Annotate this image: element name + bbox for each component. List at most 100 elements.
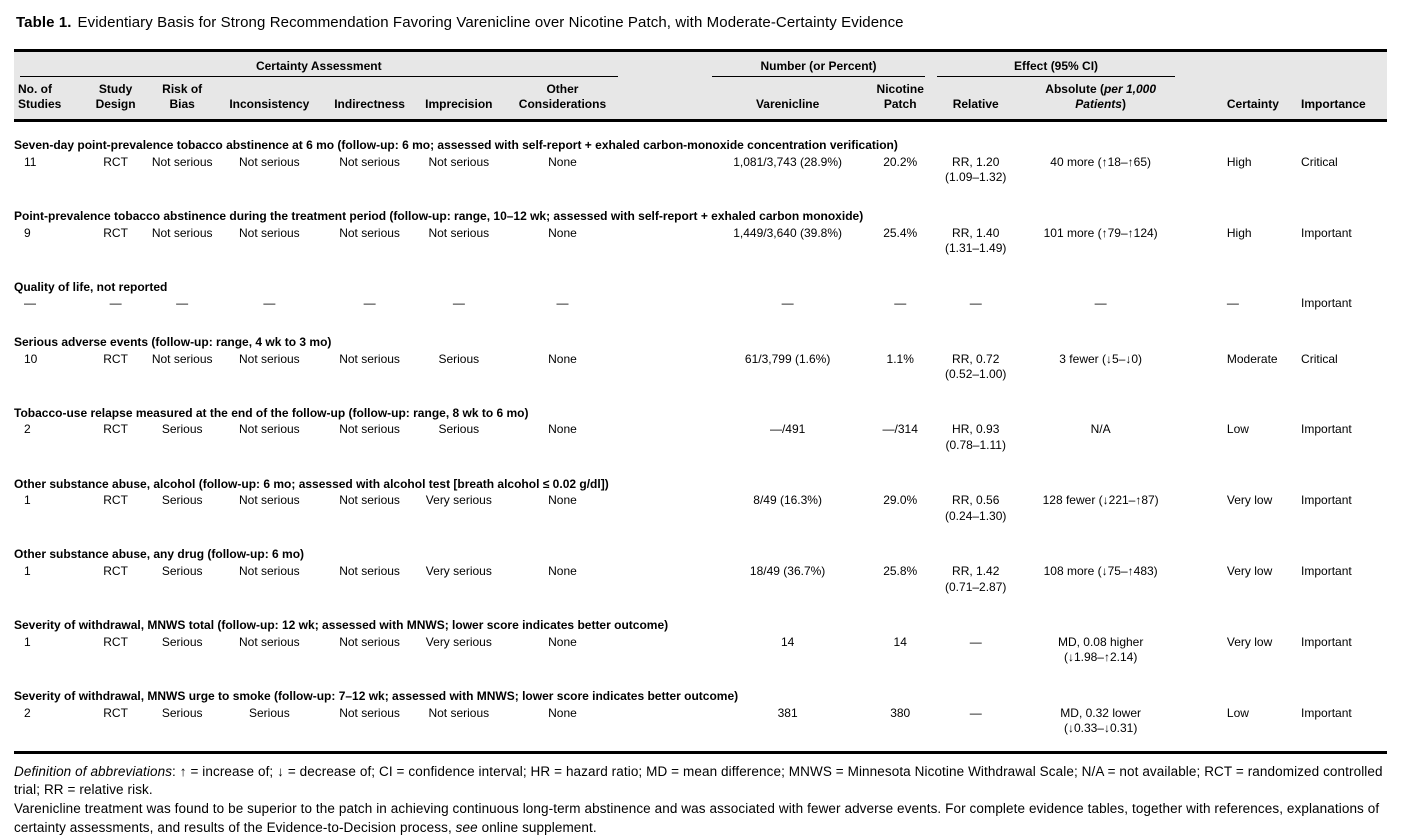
cell: 1 [24,563,31,578]
header-label-row: No. of Studies Study Design Risk of Bias… [14,77,1387,123]
cell: Very low [1226,493,1273,508]
cell: Not serious [339,225,400,240]
table-title-text: Evidentiary Basis for Strong Recommendat… [77,14,904,31]
cell: 1 [24,634,31,649]
column-header-absolute: Absolute (per 1,000 Patients) [1020,77,1181,123]
cell: Important [1301,493,1352,508]
cell: RCT [103,351,128,366]
cell: Not serious [238,563,300,578]
column-header-other-considerations: Other Considerations [501,77,624,123]
spacer-cell [1181,226,1225,271]
spacer-cell [624,296,706,326]
cell: —/491 [769,422,806,437]
cell: Not serious [151,225,213,240]
section-row: Quality of life, not reported [14,271,1387,297]
section-heading: Severity of withdrawal, MNWS total (foll… [14,618,669,633]
cell: Serious [161,493,203,508]
cell: Critical [1301,154,1338,169]
cell: 61/3,799 (1.6%) [744,351,831,366]
cell: — [176,296,189,311]
spacer-cell [1181,493,1225,538]
cell: Not serious [151,154,213,169]
spacer-cell [1181,155,1225,200]
cell: — [263,296,276,311]
cell: Very low [1226,563,1273,578]
cell: Serious [161,422,203,437]
section-heading: Quality of life, not reported [14,279,168,294]
cell: MD, 0.08 higher (↓1.98–↑2.14) [1057,634,1144,665]
cell: — [969,634,982,649]
column-header-no-of-studies: No. of Studies [14,77,83,123]
cell: Important [1301,705,1352,720]
spacer-cell [624,564,706,609]
cell: Serious [161,634,203,649]
cell: — [894,296,907,311]
cell: — [969,296,982,311]
column-header-certainty: Certainty [1224,77,1300,123]
cell: —/314 [882,422,918,437]
spacer-cell [624,352,706,397]
cell: RR, 0.56 (0.24–1.30) [945,493,1007,523]
spacer-cell [1181,564,1225,609]
spacer-cell [624,706,706,753]
cell: RCT [103,634,128,649]
cell: Not serious [428,225,490,240]
spacer-cell [1181,635,1225,680]
cell: Important [1301,225,1352,240]
cell: Important [1301,422,1352,437]
table-row: 2 RCT Serious Not serious Not serious Serious… [14,422,1387,467]
header-spacer [1181,51,1225,78]
cell: 108 more (↓75–↑483) [1043,563,1158,578]
cell: Not serious [238,634,300,649]
cell: — [1226,296,1239,311]
table-row: 1 RCT Serious Not serious Not serious Very se… [14,635,1387,680]
group-header-certainty-assessment: Certainty Assessment [14,51,624,77]
cell: — [969,705,982,720]
cell: 25.4% [883,225,918,240]
cell: None [548,154,577,169]
column-header-imprecision: Imprecision [416,77,502,123]
cell: RCT [103,493,128,508]
cell: Not serious [339,634,400,649]
cell: Not serious [428,154,490,169]
cell: — [452,296,465,311]
cell: — [363,296,376,311]
cell: 380 [890,705,911,720]
cell: Very serious [425,493,492,508]
cell: Important [1301,634,1352,649]
spacer-cell [1181,706,1225,753]
cell: Very serious [425,634,492,649]
abbreviations-note: Definition of abbreviations: ↑ = increas… [14,763,1383,798]
cell: Not serious [428,705,490,720]
cell: 2 [24,422,31,437]
cell: RR, 1.42 (0.71–2.87) [945,563,1007,594]
table-row: 10 RCT Not serious Not serious Not serious Se… [14,352,1387,397]
section-row: Other substance abuse, alcohol (follow-u… [14,468,1387,494]
cell: RCT [103,225,128,240]
section-row: Serious adverse events (follow-up: range… [14,326,1387,352]
cell: Serious [161,705,203,720]
table-row: 2 RCT Serious Serious Not serious Not serious… [14,706,1387,753]
cell: 1,081/3,743 (28.9%) [733,154,842,169]
spacer-cell [1181,422,1225,467]
cell: None [548,225,577,240]
table-header: Certainty Assessment Number (or Percent)… [14,50,1387,123]
cell: 3 fewer (↓5–↓0) [1059,351,1142,366]
cell: 9 [24,225,31,240]
spacer-cell [624,493,706,538]
header-spacer [1180,77,1225,123]
cell: RCT [103,563,128,578]
cell: Very serious [425,563,492,578]
cell: Low [1226,422,1249,437]
cell: None [548,351,577,366]
group-header-effect: Effect (95% CI) [931,51,1181,77]
cell: Not serious [238,493,300,508]
cell: 29.0% [883,493,918,508]
cell: Not serious [238,225,300,240]
cell: 1.1% [886,351,914,366]
cell: 40 more (↑18–↑65) [1050,154,1151,169]
cell: Not serious [151,351,213,366]
section-heading: Other substance abuse, alcohol (follow-u… [14,476,609,491]
cell: Serious [438,422,480,437]
cell: None [548,705,577,720]
